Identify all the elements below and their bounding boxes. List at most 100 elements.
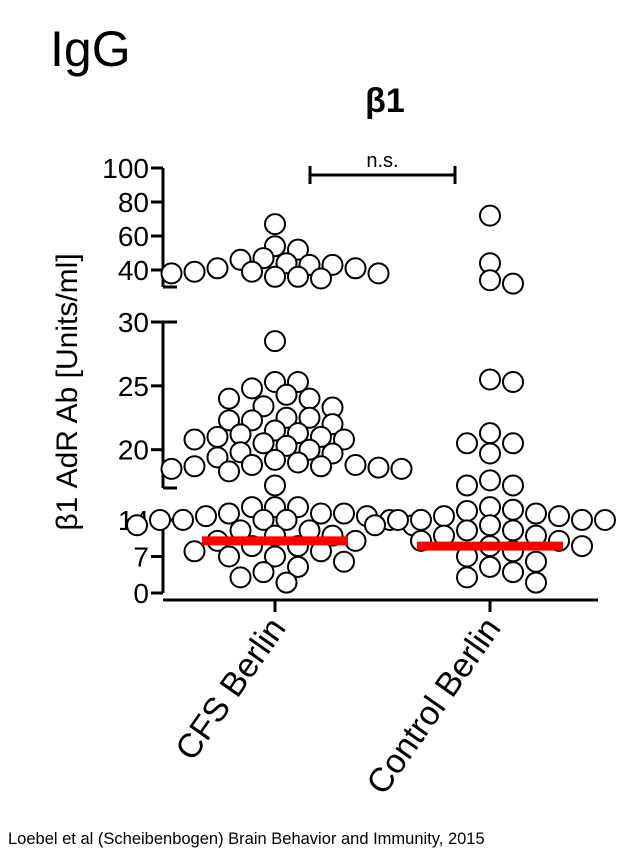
data-point bbox=[502, 498, 524, 521]
y-tick-label: 80 bbox=[118, 187, 149, 218]
data-point bbox=[548, 505, 570, 528]
data-point bbox=[160, 457, 183, 480]
data-point bbox=[456, 432, 478, 455]
data-point bbox=[456, 519, 478, 542]
data-point bbox=[390, 457, 413, 480]
data-point bbox=[525, 571, 547, 594]
data-point bbox=[252, 432, 275, 455]
data-point bbox=[456, 499, 478, 522]
data-point bbox=[183, 260, 206, 283]
data-point bbox=[594, 509, 616, 531]
data-point bbox=[241, 260, 263, 283]
data-point bbox=[241, 454, 263, 477]
y-tick-label: 40 bbox=[118, 255, 149, 286]
data-point bbox=[183, 455, 206, 478]
y-tick-label: 25 bbox=[118, 371, 149, 402]
data-point bbox=[502, 561, 524, 584]
data-point bbox=[183, 428, 206, 451]
citation: Loebel et al (Scheibenbogen) Brain Behav… bbox=[8, 830, 485, 848]
data-point bbox=[264, 448, 286, 471]
data-point bbox=[252, 561, 275, 584]
data-point bbox=[275, 383, 298, 406]
data-point bbox=[479, 555, 501, 578]
y-tick-label: 60 bbox=[118, 221, 149, 252]
data-point bbox=[525, 550, 547, 573]
data-point bbox=[264, 330, 286, 353]
data-point bbox=[264, 474, 286, 497]
data-point bbox=[456, 566, 478, 589]
data-point bbox=[298, 406, 321, 429]
data-point bbox=[241, 377, 263, 400]
data-point bbox=[287, 451, 309, 474]
data-point bbox=[172, 508, 194, 531]
data-point bbox=[218, 409, 240, 432]
data-point bbox=[206, 446, 229, 469]
data-point bbox=[298, 387, 321, 410]
data-point bbox=[218, 460, 240, 483]
data-point bbox=[333, 550, 355, 573]
data-point bbox=[525, 502, 547, 525]
data-point bbox=[479, 514, 501, 537]
data-point bbox=[387, 509, 409, 531]
data-point bbox=[241, 409, 263, 432]
data-point bbox=[571, 508, 593, 531]
data-point bbox=[149, 509, 171, 531]
y-tick-label: 30 bbox=[118, 307, 149, 338]
data-point bbox=[364, 514, 386, 537]
x-tick-label: CFS Berlin bbox=[168, 611, 293, 767]
data-point bbox=[344, 529, 367, 552]
data-point bbox=[218, 545, 240, 568]
data-point bbox=[218, 387, 240, 410]
data-point bbox=[502, 432, 524, 455]
data-point bbox=[367, 456, 390, 479]
y-tick-label: 0 bbox=[133, 578, 149, 609]
data-point bbox=[433, 505, 455, 528]
data-point bbox=[206, 425, 229, 448]
data-point bbox=[160, 262, 183, 285]
data-point bbox=[479, 269, 501, 292]
y-tick-label: 20 bbox=[118, 435, 149, 466]
data-point bbox=[479, 442, 501, 465]
data-point bbox=[456, 474, 478, 497]
data-point bbox=[344, 454, 367, 477]
y-tick-label: 7 bbox=[133, 542, 149, 573]
data-point bbox=[310, 455, 332, 478]
data-point bbox=[479, 469, 501, 492]
data-point bbox=[287, 265, 309, 288]
data-point bbox=[264, 545, 286, 568]
data-point bbox=[479, 368, 501, 391]
data-point bbox=[502, 519, 524, 542]
data-point bbox=[310, 502, 332, 525]
data-point bbox=[479, 422, 501, 445]
x-tick-label: Control Berlin bbox=[359, 611, 508, 802]
y-tick-label: 100 bbox=[102, 153, 149, 184]
data-point bbox=[310, 267, 332, 290]
data-point bbox=[275, 508, 298, 531]
data-point bbox=[275, 434, 298, 457]
data-point bbox=[275, 571, 298, 594]
data-point bbox=[502, 371, 524, 394]
data-point bbox=[206, 257, 229, 280]
data-point bbox=[479, 204, 501, 227]
data-point bbox=[367, 262, 390, 285]
data-point bbox=[479, 496, 501, 519]
data-point bbox=[264, 213, 286, 236]
data-point bbox=[264, 265, 286, 288]
data-point bbox=[287, 555, 309, 578]
data-point bbox=[571, 535, 593, 558]
data-point bbox=[229, 566, 252, 589]
data-point bbox=[252, 508, 275, 531]
data-point bbox=[410, 508, 432, 531]
data-point bbox=[252, 395, 275, 418]
data-point bbox=[218, 502, 240, 525]
data-point bbox=[502, 272, 524, 295]
data-point bbox=[344, 257, 367, 280]
data-point bbox=[333, 502, 355, 525]
data-point bbox=[333, 428, 355, 451]
data-point bbox=[126, 514, 148, 537]
data-point bbox=[183, 540, 206, 563]
data-point bbox=[502, 474, 524, 497]
significance-label: n.s. bbox=[366, 150, 398, 172]
chart-title: β1 bbox=[365, 82, 405, 120]
